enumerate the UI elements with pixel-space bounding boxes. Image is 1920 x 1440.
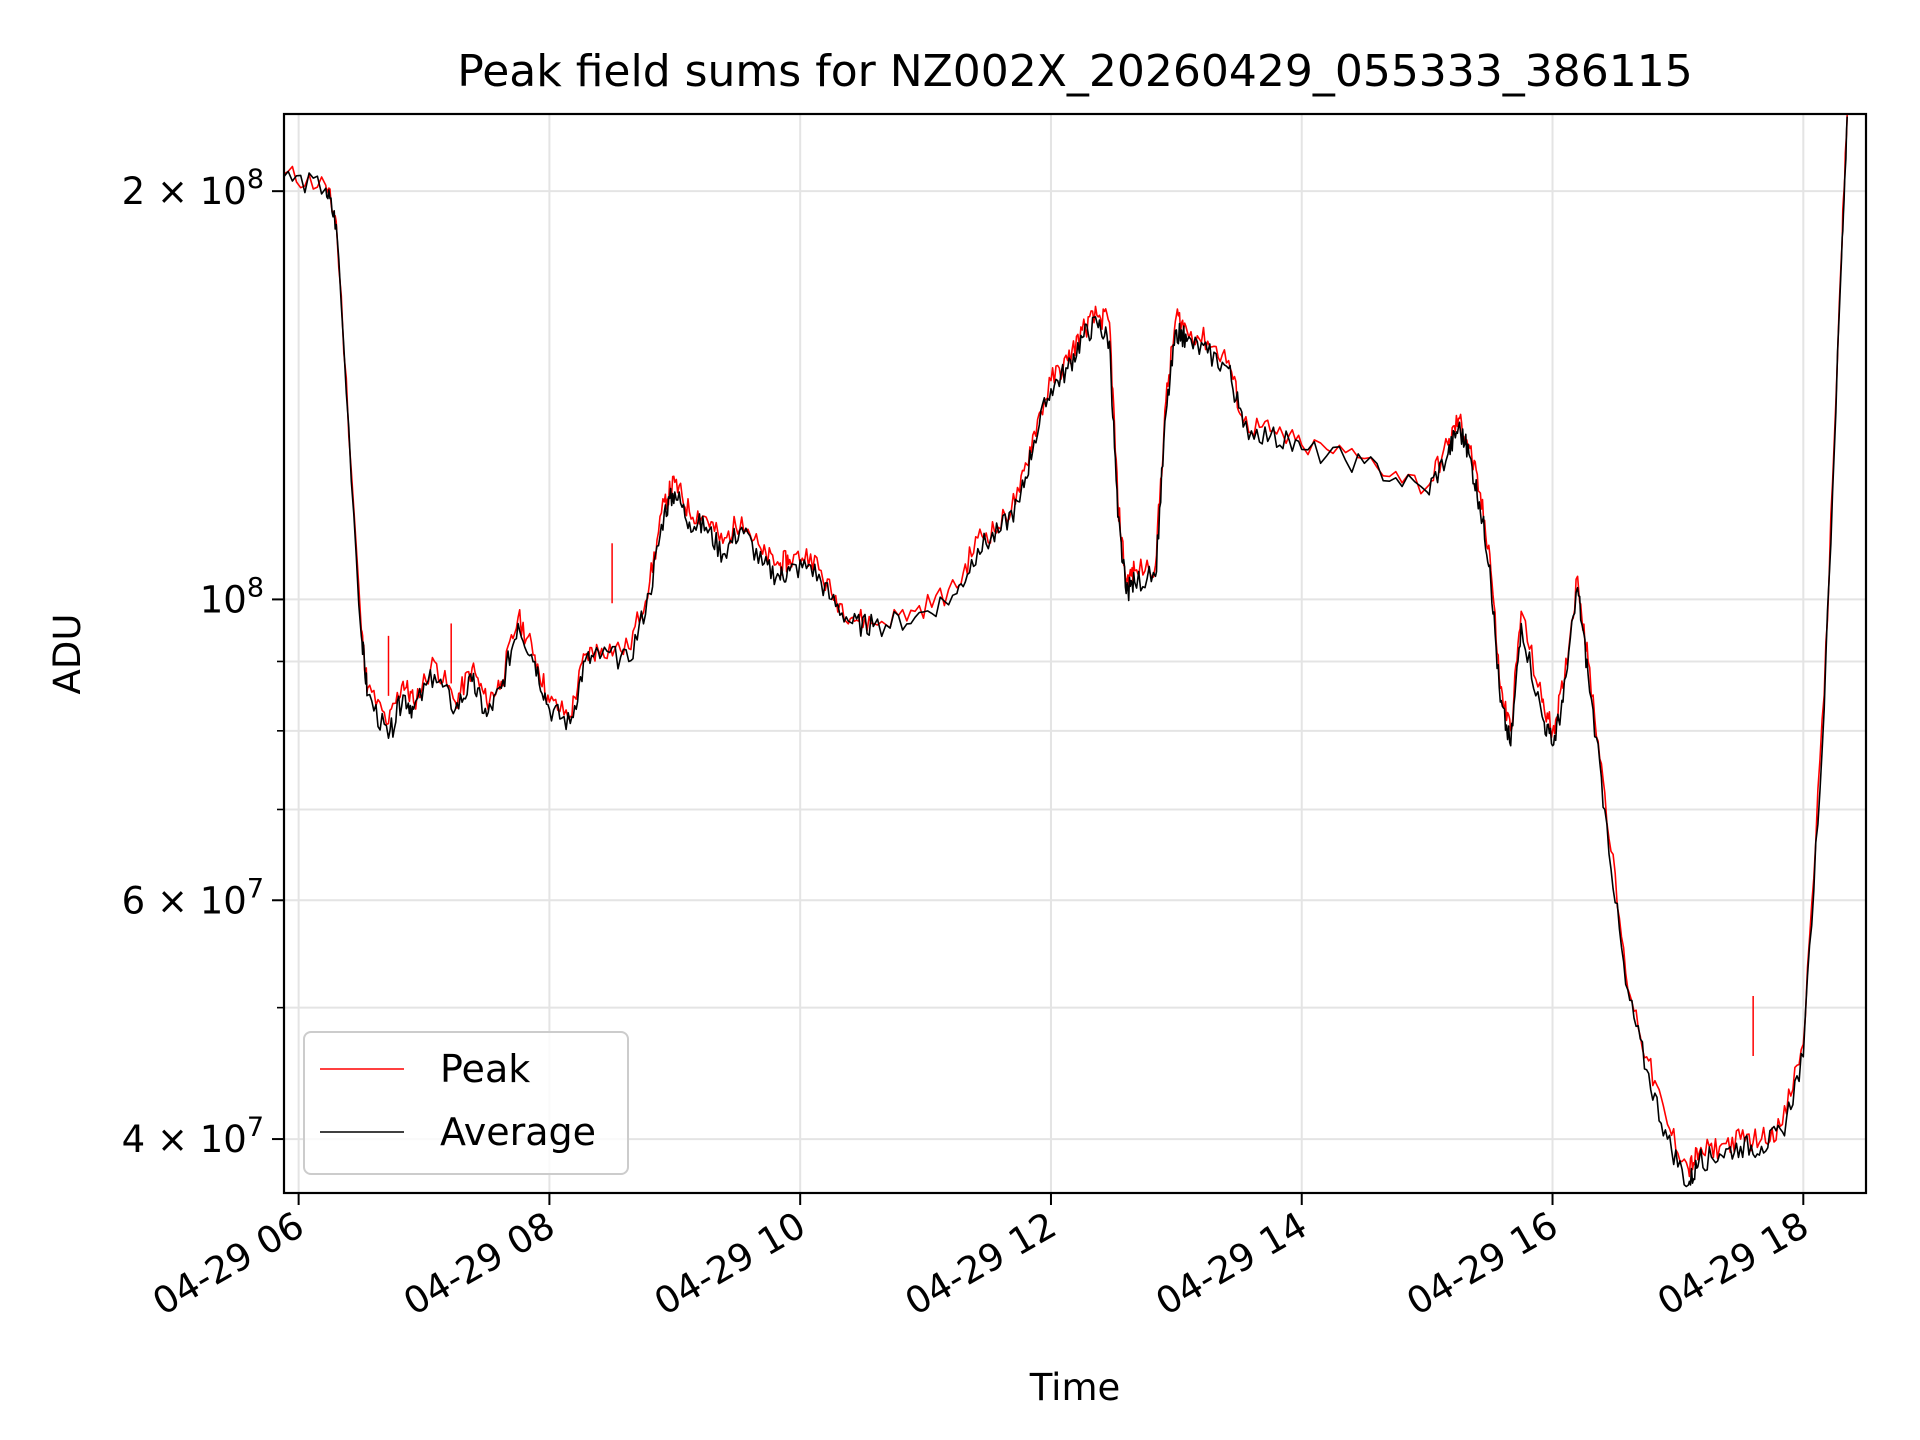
x-tick-label: 04-29 14: [1149, 1204, 1315, 1324]
chart-title: Peak field sums for NZ002X_20260429_0553…: [457, 46, 1693, 97]
y-axis: 4 × 107 6 × 107 108 2 × 108: [122, 164, 284, 1161]
legend-box: [303, 1031, 629, 1175]
legend: Peak Average: [303, 1031, 629, 1175]
y-tick-label: 4 × 107: [122, 1112, 264, 1161]
y-tick-label: 2 × 108: [122, 164, 264, 213]
series-line-average: [283, 116, 1848, 1188]
x-tick-label: 04-29 06: [146, 1204, 312, 1324]
x-tick-label: 04-29 12: [898, 1204, 1064, 1324]
y-tick-label: 6 × 107: [122, 873, 264, 922]
legend-label-peak: Peak: [440, 1047, 530, 1091]
plot-frame: [282, 112, 1868, 1195]
x-axis: 04-29 06 04-29 08 04-29 10 04-29 12 04-29 14…: [146, 1193, 1816, 1324]
y-axis-label: ADU: [46, 614, 89, 695]
legend-label-average: Average: [440, 1110, 596, 1154]
x-axis-label: Time: [1029, 1366, 1121, 1409]
series-layer: [283, 113, 1848, 1188]
series-line-peak: [283, 113, 1848, 1178]
x-tick-label: 04-29 08: [396, 1204, 562, 1324]
x-tick-label: 04-29 16: [1399, 1204, 1565, 1324]
y-tick-label: 108: [200, 572, 264, 621]
x-tick-label: 04-29 10: [647, 1204, 813, 1324]
x-tick-label: 04-29 18: [1650, 1204, 1816, 1324]
